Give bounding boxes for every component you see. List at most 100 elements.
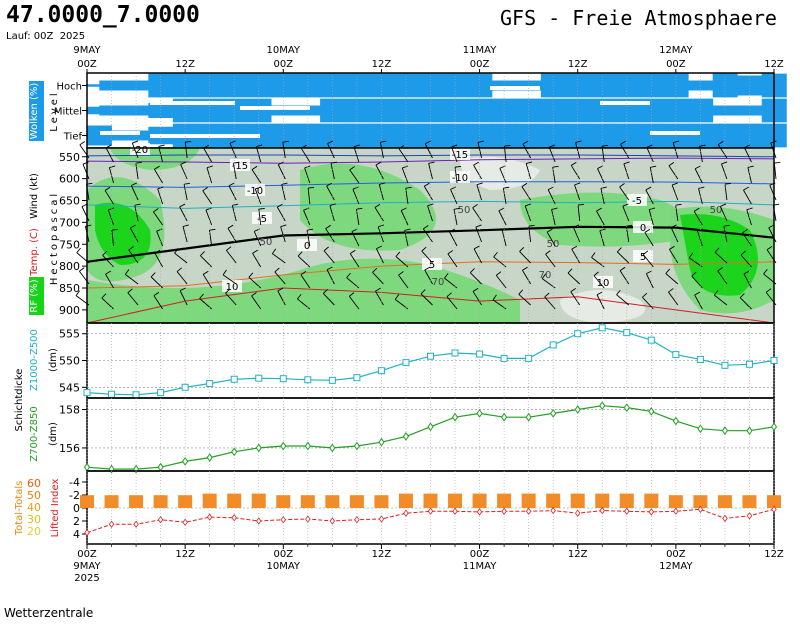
wind-barb-flag bbox=[232, 203, 239, 206]
wind-barb-flag bbox=[444, 273, 449, 279]
wind-barb bbox=[545, 250, 556, 268]
wind-barb-flag bbox=[493, 251, 498, 258]
wind-barb bbox=[668, 288, 679, 306]
wind-barb bbox=[202, 270, 213, 289]
wind-barb-staff bbox=[499, 168, 507, 184]
run-label: Lauf: 00Z 2025 bbox=[6, 31, 85, 42]
tt-bar bbox=[497, 493, 512, 508]
wind-barb bbox=[281, 182, 288, 201]
wind-barb bbox=[182, 224, 189, 243]
wind-barb-flag bbox=[375, 161, 382, 166]
rh-area bbox=[300, 163, 436, 251]
wind-barb bbox=[600, 186, 607, 205]
wind-barb-flag bbox=[504, 145, 511, 147]
wind-barb bbox=[476, 182, 483, 201]
wind-barb-flag bbox=[552, 165, 559, 168]
thickness-850-panel: 156 158 Z700-Z850 (dm) bbox=[29, 397, 778, 474]
wind-barb-staff bbox=[330, 163, 335, 180]
wind-barb-flag bbox=[694, 165, 701, 170]
wind-barb bbox=[424, 266, 433, 285]
wind-barb-staff bbox=[258, 209, 262, 226]
top-hour-label: 00Z bbox=[77, 59, 97, 70]
wind-barb-flag bbox=[325, 224, 331, 229]
wind-barb bbox=[329, 203, 336, 222]
isotherm-label-box bbox=[130, 143, 150, 155]
wind-barb-flag bbox=[222, 269, 227, 276]
wind-barb-staff bbox=[451, 146, 458, 163]
tt-bar bbox=[276, 495, 291, 508]
top-hour-label: 12Z bbox=[568, 59, 588, 70]
wind-barb-flag bbox=[424, 266, 431, 271]
wind-barb-flag bbox=[348, 292, 355, 297]
tt-bar bbox=[693, 495, 708, 508]
wind-barb bbox=[154, 249, 164, 268]
wind-barb bbox=[372, 267, 384, 285]
wind-barb-flag bbox=[717, 267, 723, 272]
wind-barb-staff bbox=[154, 252, 164, 268]
wind-barb-staff bbox=[724, 184, 728, 201]
wind-barb-flag bbox=[567, 268, 573, 274]
bottom-hour-label: 12Z bbox=[568, 549, 588, 560]
li-tick-label: -4 bbox=[69, 476, 80, 489]
wind-barb-staff bbox=[548, 146, 556, 163]
wind-barb-staff bbox=[620, 144, 630, 159]
wind-barb bbox=[544, 292, 556, 310]
wind-barb-flag bbox=[227, 224, 234, 229]
cloud-cell bbox=[565, 123, 591, 148]
bottom-date-label: 11MAY bbox=[463, 561, 497, 572]
wind-barb-flag bbox=[499, 165, 506, 169]
wind-barb-flag bbox=[503, 186, 510, 189]
cloud-level-label: Tief bbox=[63, 132, 83, 143]
wind-barb-flag bbox=[472, 287, 479, 292]
wind-barb-staff bbox=[276, 206, 286, 222]
wind-barb-flag bbox=[717, 140, 724, 145]
tt-axis-label: Total-Totals bbox=[14, 481, 25, 537]
wind-barb-flag bbox=[475, 224, 482, 228]
wind-barb-flag bbox=[274, 267, 280, 273]
thickness-500-point bbox=[549, 341, 557, 349]
wind-barb-flag bbox=[473, 245, 480, 250]
wind-barb-staff bbox=[306, 230, 311, 247]
thickness-850-point bbox=[451, 412, 459, 422]
wind-barb-staff bbox=[202, 190, 213, 205]
wind-barb-staff bbox=[522, 143, 532, 159]
wind-barb-flag bbox=[675, 203, 682, 206]
isotherm-label-box bbox=[627, 194, 647, 206]
cloud-gap bbox=[490, 86, 540, 90]
wind-barb-flag bbox=[622, 203, 629, 207]
wind-barb bbox=[153, 291, 163, 310]
wind-barb bbox=[180, 161, 188, 180]
wind-barb-flag bbox=[522, 140, 529, 145]
wind-barb-staff bbox=[253, 231, 262, 247]
cloud-cell bbox=[712, 123, 738, 148]
cloud-cell bbox=[565, 98, 591, 123]
wind-barb bbox=[573, 224, 581, 243]
thickness-500-point bbox=[696, 355, 704, 363]
wind-barb-staff bbox=[272, 253, 286, 264]
wind-barb-flag bbox=[176, 267, 183, 272]
rh-legend-box bbox=[29, 277, 44, 315]
wind-barb-staff bbox=[222, 274, 237, 285]
thickness-500-point bbox=[525, 354, 533, 362]
wind-barb-staff bbox=[473, 164, 482, 180]
wind-barb-staff bbox=[231, 205, 237, 222]
lifted-index-point bbox=[575, 509, 581, 517]
wind-barb bbox=[596, 291, 605, 310]
wind-barb-flag bbox=[743, 186, 749, 191]
wind-barb-staff bbox=[377, 226, 384, 243]
wind-barb-staff bbox=[125, 274, 139, 285]
wind-barb-flag bbox=[153, 291, 160, 296]
wind-barb-flag bbox=[280, 224, 287, 228]
tt-bar bbox=[644, 493, 659, 508]
wind-barb-flag bbox=[455, 165, 462, 168]
wind-barb-flag bbox=[545, 250, 551, 255]
wind-barb-flag bbox=[226, 246, 232, 251]
wind-barb-flag bbox=[670, 224, 677, 228]
wind-barb-flag bbox=[353, 144, 360, 148]
wind-barb-staff bbox=[544, 296, 556, 310]
wind-barb-staff bbox=[545, 253, 556, 268]
wind-barb-flag bbox=[544, 292, 550, 298]
lifted-index-point bbox=[84, 529, 90, 537]
wind-barb bbox=[254, 186, 262, 205]
